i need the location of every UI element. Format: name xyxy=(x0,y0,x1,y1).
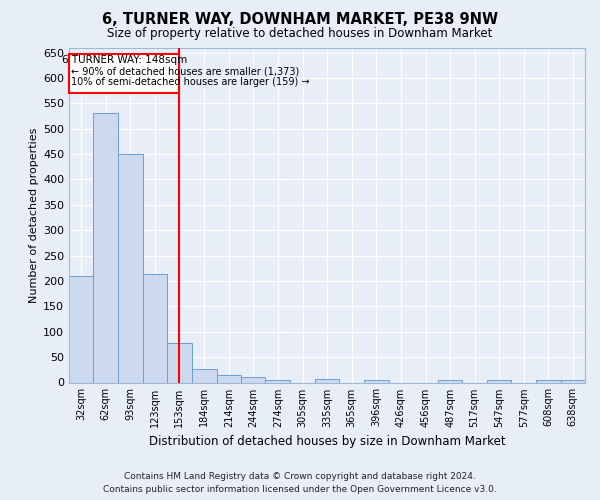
Bar xyxy=(265,380,290,382)
Text: ← 90% of detached houses are smaller (1,373): ← 90% of detached houses are smaller (1,… xyxy=(71,66,299,76)
Y-axis label: Number of detached properties: Number of detached properties xyxy=(29,128,39,302)
Bar xyxy=(143,274,167,382)
Bar xyxy=(94,114,118,382)
X-axis label: Distribution of detached houses by size in Downham Market: Distribution of detached houses by size … xyxy=(149,435,505,448)
Text: Contains HM Land Registry data © Crown copyright and database right 2024.
Contai: Contains HM Land Registry data © Crown c… xyxy=(103,472,497,494)
Text: 10% of semi-detached houses are larger (159) →: 10% of semi-detached houses are larger (… xyxy=(71,78,309,88)
Bar xyxy=(315,380,339,382)
Bar xyxy=(191,370,217,382)
Text: Size of property relative to detached houses in Downham Market: Size of property relative to detached ho… xyxy=(107,27,493,40)
Text: 6, TURNER WAY, DOWNHAM MARKET, PE38 9NW: 6, TURNER WAY, DOWNHAM MARKET, PE38 9NW xyxy=(102,12,498,26)
Bar xyxy=(241,377,265,382)
Bar xyxy=(487,380,511,382)
Bar xyxy=(536,380,560,382)
Bar xyxy=(560,380,585,382)
Bar xyxy=(217,375,241,382)
Bar xyxy=(69,276,94,382)
Bar xyxy=(167,343,191,382)
FancyBboxPatch shape xyxy=(69,54,179,93)
Bar xyxy=(438,380,463,382)
Bar xyxy=(118,154,143,382)
Text: 6 TURNER WAY: 148sqm: 6 TURNER WAY: 148sqm xyxy=(62,54,187,64)
Bar xyxy=(364,380,389,382)
